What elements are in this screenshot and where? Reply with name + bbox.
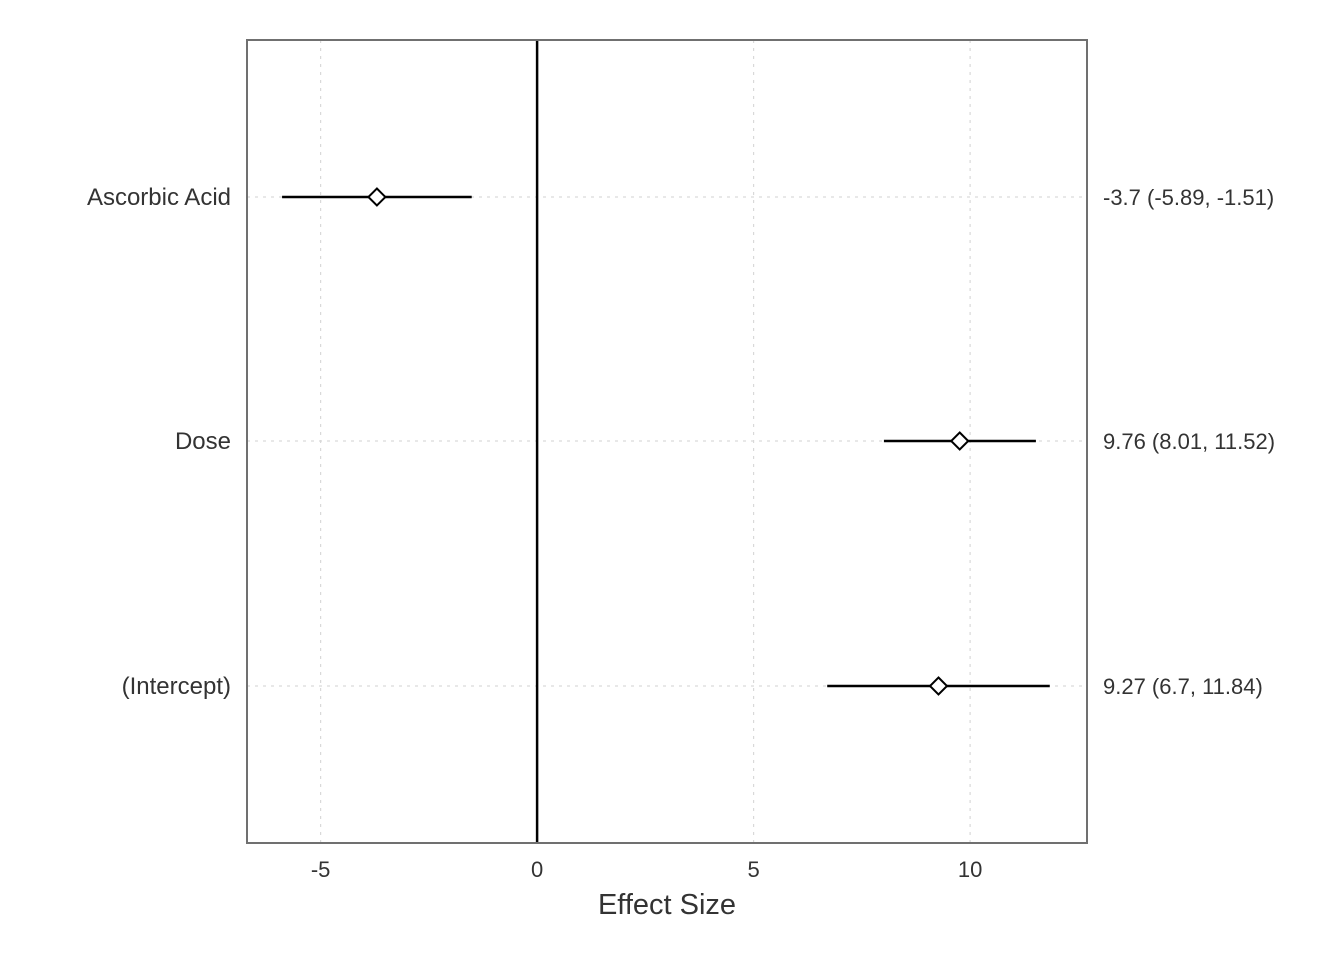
- estimate-point: [949, 431, 970, 451]
- x-tick-label: 0: [531, 857, 543, 882]
- y-tick-label: Ascorbic Acid: [87, 184, 231, 211]
- x-axis-label: Effect Size: [598, 889, 736, 921]
- x-tick-label: 5: [747, 857, 759, 882]
- y-tick-label: Dose: [175, 428, 231, 455]
- y-tick-labels: Ascorbic Acid Dose (Intercept): [87, 184, 231, 700]
- marks-layer: [282, 187, 1050, 696]
- ci-label: 9.27 (6.7, 11.84): [1103, 674, 1263, 699]
- estimate-point: [928, 676, 949, 696]
- ci-label: -3.7 (-5.89, -1.51): [1103, 185, 1274, 210]
- x-tick-label: -5: [311, 857, 331, 882]
- ci-labels: -3.7 (-5.89, -1.51) 9.76 (8.01, 11.52) 9.2…: [1103, 185, 1275, 699]
- panel-border: [246, 39, 1088, 844]
- ci-label: 9.76 (8.01, 11.52): [1103, 429, 1275, 454]
- y-tick-label: (Intercept): [122, 673, 231, 700]
- estimate-point: [366, 187, 387, 207]
- x-tick-label: 10: [958, 857, 982, 882]
- x-tick-labels: -5 0 5 10: [311, 857, 983, 882]
